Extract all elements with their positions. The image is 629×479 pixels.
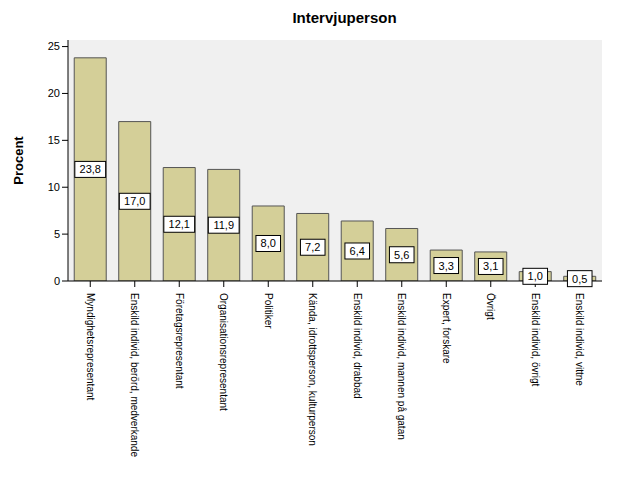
svg-text:Enskild individ, berörd, medve: Enskild individ, berörd, medverkande <box>129 293 140 457</box>
svg-text:Företagsrepresentant: Företagsrepresentant <box>174 293 185 389</box>
svg-text:7,2: 7,2 <box>305 241 320 253</box>
svg-text:17,0: 17,0 <box>124 195 145 207</box>
svg-text:3,3: 3,3 <box>439 260 454 272</box>
svg-text:25: 25 <box>48 40 60 52</box>
svg-text:Politiker: Politiker <box>263 293 274 329</box>
svg-text:20: 20 <box>48 87 60 99</box>
svg-text:Procent: Procent <box>11 136 26 185</box>
svg-text:Enskild individ, övrigt: Enskild individ, övrigt <box>530 293 541 387</box>
svg-text:Kända, idrottsperson, kulturpe: Kända, idrottsperson, kulturperson <box>307 293 318 446</box>
svg-text:Organisationsrepresentant: Organisationsrepresentant <box>218 293 229 411</box>
svg-text:15: 15 <box>48 134 60 146</box>
html-text:Intervjuperson: Intervjuperson <box>292 9 397 26</box>
svg-text:Enskild individ, vittne: Enskild individ, vittne <box>574 293 585 386</box>
svg-text:8,0: 8,0 <box>261 237 276 249</box>
svg-text:1,0: 1,0 <box>528 270 543 282</box>
svg-text:Enskild individ, drabbad: Enskild individ, drabbad <box>352 293 363 399</box>
svg-text:10: 10 <box>48 181 60 193</box>
svg-text:12,1: 12,1 <box>169 218 190 230</box>
svg-text:5: 5 <box>54 228 60 240</box>
svg-text:Övrigt: Övrigt <box>485 293 496 320</box>
svg-text:0,5: 0,5 <box>572 273 587 285</box>
svg-text:Expert, forskare: Expert, forskare <box>441 293 452 364</box>
svg-text:11,9: 11,9 <box>213 219 234 231</box>
svg-text:Enskild individ, mannen på gat: Enskild individ, mannen på gatan <box>396 293 407 440</box>
svg-text:6,4: 6,4 <box>350 245 365 257</box>
svg-text:Myndighetsrepresentant: Myndighetsrepresentant <box>85 293 96 401</box>
svg-text:23,8: 23,8 <box>80 163 101 175</box>
svg-text:0: 0 <box>54 275 60 287</box>
svg-text:3,1: 3,1 <box>483 260 498 272</box>
svg-text:5,6: 5,6 <box>394 249 409 261</box>
